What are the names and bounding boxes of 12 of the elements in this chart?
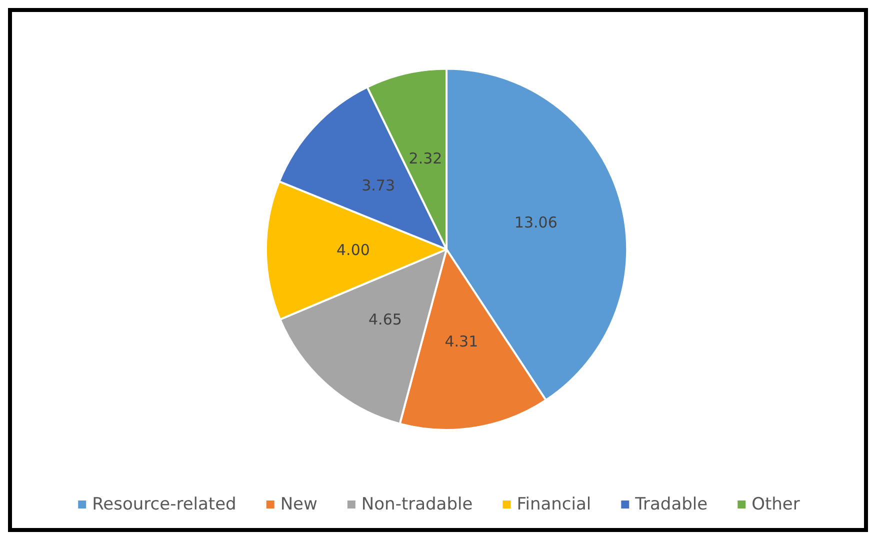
data-label: 3.73 [362, 176, 396, 195]
legend-label: Financial [516, 494, 592, 514]
data-label: 13.06 [514, 214, 558, 232]
data-label: 4.31 [444, 332, 478, 350]
legend-label: Other [752, 494, 800, 514]
data-label: 2.32 [408, 149, 442, 168]
data-label: 4.00 [336, 240, 370, 259]
legend-label: New [280, 494, 318, 514]
data-label: 4.65 [368, 310, 402, 329]
legend-label: Non-tradable [361, 494, 473, 514]
legend-label: Resource-related [92, 494, 236, 514]
legend-label: Tradable [634, 494, 708, 514]
